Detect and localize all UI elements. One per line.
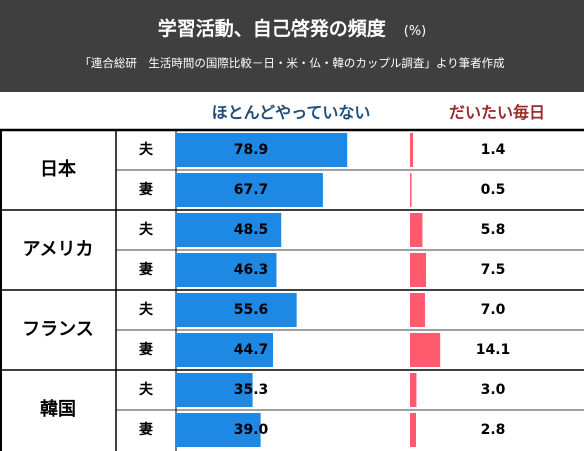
bar-daily <box>410 173 412 207</box>
value-label-rarely: 46.3 <box>234 262 269 278</box>
role-label: 夫 <box>139 381 154 398</box>
value-label-daily: 2.8 <box>481 422 506 438</box>
bar-daily <box>410 373 417 407</box>
country-label: アメリカ <box>22 239 93 260</box>
bar-rarely <box>176 133 348 167</box>
country-label: 日本 <box>40 158 76 180</box>
bar-rarely <box>176 373 253 407</box>
role-label: 妻 <box>139 341 153 358</box>
value-label-rarely: 67.7 <box>234 182 269 198</box>
bar-rarely <box>176 333 273 367</box>
value-label-rarely: 48.5 <box>234 222 269 238</box>
bar-rarely <box>176 413 261 447</box>
bar-daily <box>410 253 427 287</box>
value-label-rarely: 44.7 <box>234 342 269 358</box>
country-label: 韓国 <box>40 398 76 420</box>
value-label-daily: 5.8 <box>481 222 506 238</box>
bar-rarely <box>176 173 323 207</box>
value-label-rarely: 78.9 <box>234 142 269 158</box>
role-label: 妻 <box>139 181 153 198</box>
value-label-rarely: 55.6 <box>234 302 269 318</box>
value-label-daily: 0.5 <box>481 182 506 198</box>
value-label-daily: 14.1 <box>476 342 511 358</box>
bar-daily <box>410 213 423 247</box>
value-label-daily: 7.5 <box>481 262 506 278</box>
value-label-rarely: 39.0 <box>234 422 269 438</box>
chart-header: 学習活動、自己啓発の頻度 (%) 「連合総研 生活時間の国際比較－日・米・仏・韓の… <box>0 0 584 92</box>
value-label-daily: 3.0 <box>481 382 506 398</box>
bar-rarely <box>176 213 282 247</box>
country-label: フランス <box>22 319 94 340</box>
role-label: 夫 <box>139 141 154 158</box>
value-label-daily: 1.4 <box>481 142 506 158</box>
bar-daily <box>410 413 416 447</box>
role-label: 妻 <box>139 261 153 278</box>
bar-rarely <box>176 253 277 287</box>
bar-daily <box>410 133 413 167</box>
bar-daily <box>410 333 441 367</box>
bar-rarely <box>176 293 297 327</box>
role-label: 夫 <box>139 301 154 318</box>
column-header-rarely: ほとんどやっていない <box>211 103 371 122</box>
bar-daily <box>410 293 425 327</box>
source-note: 「連合総研 生活時間の国際比較－日・米・仏・韓のカップル調査」より筆者作成 <box>79 56 505 70</box>
role-label: 妻 <box>139 421 153 438</box>
column-header-daily: だいたい毎日 <box>448 103 545 122</box>
unit-label: (%) <box>403 24 427 39</box>
chart-title: 学習活動、自己啓発の頻度 <box>157 18 386 40</box>
value-label-rarely: 35.3 <box>234 382 269 398</box>
value-label-daily: 7.0 <box>481 302 506 318</box>
role-label: 夫 <box>139 221 154 238</box>
title-row: 学習活動、自己啓発の頻度 (%) <box>0 14 584 41</box>
